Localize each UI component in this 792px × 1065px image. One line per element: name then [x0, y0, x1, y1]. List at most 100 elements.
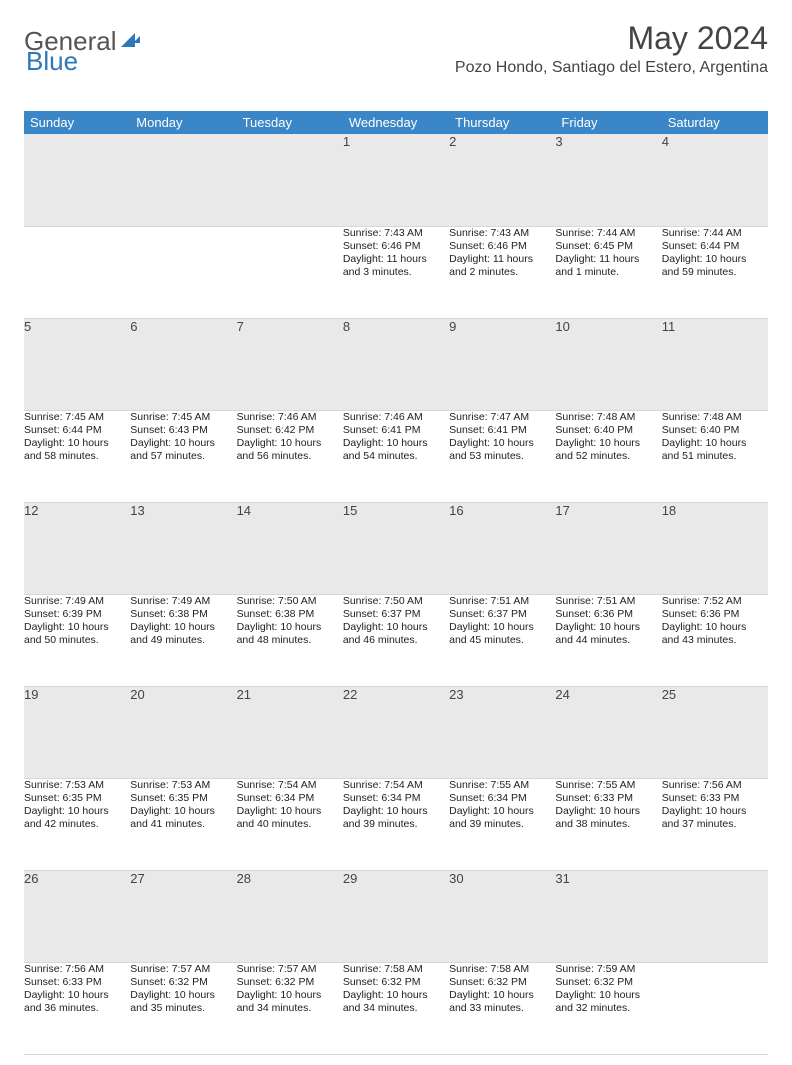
day-detail-row: Sunrise: 7:43 AMSunset: 6:46 PMDaylight:… [24, 226, 768, 318]
daylight2-text: and 57 minutes. [130, 450, 236, 463]
day-detail-row: Sunrise: 7:49 AMSunset: 6:39 PMDaylight:… [24, 594, 768, 686]
day-number-row: 19202122232425 [24, 686, 768, 778]
daylight2-text: and 59 minutes. [662, 266, 768, 279]
day-detail-cell: Sunrise: 7:56 AMSunset: 6:33 PMDaylight:… [662, 778, 768, 870]
day-number-row: 567891011 [24, 318, 768, 410]
logo-triangle-small-icon [133, 36, 140, 43]
day-detail-cell: Sunrise: 7:53 AMSunset: 6:35 PMDaylight:… [130, 778, 236, 870]
daylight2-text: and 3 minutes. [343, 266, 449, 279]
sunset-text: Sunset: 6:33 PM [24, 976, 130, 989]
logo-text-blue: Blue [26, 46, 78, 76]
day-detail-cell: Sunrise: 7:49 AMSunset: 6:39 PMDaylight:… [24, 594, 130, 686]
day-number-cell: 8 [343, 318, 449, 410]
daylight1-text: Daylight: 10 hours [237, 621, 343, 634]
day-detail-cell: Sunrise: 7:45 AMSunset: 6:43 PMDaylight:… [130, 410, 236, 502]
daylight2-text: and 40 minutes. [237, 818, 343, 831]
sunrise-text: Sunrise: 7:53 AM [24, 779, 130, 792]
daylight1-text: Daylight: 10 hours [555, 621, 661, 634]
day-detail-cell: Sunrise: 7:58 AMSunset: 6:32 PMDaylight:… [343, 962, 449, 1054]
day-number-cell: 9 [449, 318, 555, 410]
daylight2-text: and 42 minutes. [24, 818, 130, 831]
day-number-cell: 30 [449, 870, 555, 962]
sunrise-text: Sunrise: 7:44 AM [662, 227, 768, 240]
day-number-cell: 18 [662, 502, 768, 594]
daylight2-text: and 44 minutes. [555, 634, 661, 647]
weekday-header: Thursday [449, 111, 555, 134]
sunrise-text: Sunrise: 7:47 AM [449, 411, 555, 424]
sunset-text: Sunset: 6:38 PM [130, 608, 236, 621]
sunset-text: Sunset: 6:32 PM [449, 976, 555, 989]
daylight1-text: Daylight: 10 hours [662, 253, 768, 266]
sunset-text: Sunset: 6:41 PM [343, 424, 449, 437]
day-number-cell: 11 [662, 318, 768, 410]
day-number-cell: 3 [555, 134, 661, 226]
weekday-header: Monday [130, 111, 236, 134]
daylight2-text: and 2 minutes. [449, 266, 555, 279]
sunrise-text: Sunrise: 7:54 AM [343, 779, 449, 792]
sunset-text: Sunset: 6:45 PM [555, 240, 661, 253]
logo-text-blue-wrap: Blue [24, 46, 78, 77]
day-number-cell: 25 [662, 686, 768, 778]
daylight1-text: Daylight: 10 hours [130, 989, 236, 1002]
daylight2-text: and 51 minutes. [662, 450, 768, 463]
weekday-header: Saturday [662, 111, 768, 134]
location-subtitle: Pozo Hondo, Santiago del Estero, Argenti… [455, 59, 768, 77]
daylight1-text: Daylight: 10 hours [24, 989, 130, 1002]
day-detail-cell: Sunrise: 7:48 AMSunset: 6:40 PMDaylight:… [662, 410, 768, 502]
sunrise-text: Sunrise: 7:49 AM [130, 595, 236, 608]
sunrise-text: Sunrise: 7:57 AM [237, 963, 343, 976]
sunrise-text: Sunrise: 7:55 AM [449, 779, 555, 792]
sunset-text: Sunset: 6:34 PM [343, 792, 449, 805]
day-number-row: 262728293031 [24, 870, 768, 962]
day-number-cell: 7 [237, 318, 343, 410]
day-number-cell: 20 [130, 686, 236, 778]
day-detail-cell: Sunrise: 7:50 AMSunset: 6:38 PMDaylight:… [237, 594, 343, 686]
day-number-cell: 24 [555, 686, 661, 778]
sunrise-text: Sunrise: 7:53 AM [130, 779, 236, 792]
daylight2-text: and 33 minutes. [449, 1002, 555, 1015]
weekday-header: Friday [555, 111, 661, 134]
sunset-text: Sunset: 6:33 PM [555, 792, 661, 805]
day-detail-cell: Sunrise: 7:52 AMSunset: 6:36 PMDaylight:… [662, 594, 768, 686]
day-number-cell [24, 134, 130, 226]
sunset-text: Sunset: 6:32 PM [343, 976, 449, 989]
daylight1-text: Daylight: 10 hours [130, 805, 236, 818]
sunrise-text: Sunrise: 7:49 AM [24, 595, 130, 608]
sunset-text: Sunset: 6:38 PM [237, 608, 343, 621]
daylight1-text: Daylight: 10 hours [24, 437, 130, 450]
sunrise-text: Sunrise: 7:52 AM [662, 595, 768, 608]
sunset-text: Sunset: 6:36 PM [555, 608, 661, 621]
sunset-text: Sunset: 6:32 PM [130, 976, 236, 989]
day-detail-row: Sunrise: 7:53 AMSunset: 6:35 PMDaylight:… [24, 778, 768, 870]
sunrise-text: Sunrise: 7:56 AM [662, 779, 768, 792]
day-detail-cell: Sunrise: 7:47 AMSunset: 6:41 PMDaylight:… [449, 410, 555, 502]
day-detail-cell [662, 962, 768, 1054]
daylight1-text: Daylight: 10 hours [555, 437, 661, 450]
daylight1-text: Daylight: 10 hours [237, 805, 343, 818]
sunrise-text: Sunrise: 7:43 AM [449, 227, 555, 240]
sunrise-text: Sunrise: 7:45 AM [130, 411, 236, 424]
day-detail-cell: Sunrise: 7:59 AMSunset: 6:32 PMDaylight:… [555, 962, 661, 1054]
sunrise-text: Sunrise: 7:56 AM [24, 963, 130, 976]
daylight1-text: Daylight: 11 hours [555, 253, 661, 266]
day-number-cell: 10 [555, 318, 661, 410]
month-title: May 2024 [455, 20, 768, 57]
sunrise-text: Sunrise: 7:59 AM [555, 963, 661, 976]
day-detail-cell: Sunrise: 7:43 AMSunset: 6:46 PMDaylight:… [343, 226, 449, 318]
day-detail-cell: Sunrise: 7:50 AMSunset: 6:37 PMDaylight:… [343, 594, 449, 686]
sunrise-text: Sunrise: 7:50 AM [343, 595, 449, 608]
day-detail-cell: Sunrise: 7:51 AMSunset: 6:37 PMDaylight:… [449, 594, 555, 686]
day-number-cell: 6 [130, 318, 236, 410]
day-detail-row: Sunrise: 7:56 AMSunset: 6:33 PMDaylight:… [24, 962, 768, 1054]
daylight1-text: Daylight: 10 hours [24, 805, 130, 818]
sunrise-text: Sunrise: 7:58 AM [449, 963, 555, 976]
daylight2-text: and 34 minutes. [343, 1002, 449, 1015]
sunset-text: Sunset: 6:40 PM [662, 424, 768, 437]
sunset-text: Sunset: 6:35 PM [24, 792, 130, 805]
daylight1-text: Daylight: 10 hours [343, 805, 449, 818]
sunset-text: Sunset: 6:35 PM [130, 792, 236, 805]
daylight2-text: and 53 minutes. [449, 450, 555, 463]
daylight1-text: Daylight: 10 hours [449, 437, 555, 450]
weekday-header: Wednesday [343, 111, 449, 134]
day-number-cell: 13 [130, 502, 236, 594]
